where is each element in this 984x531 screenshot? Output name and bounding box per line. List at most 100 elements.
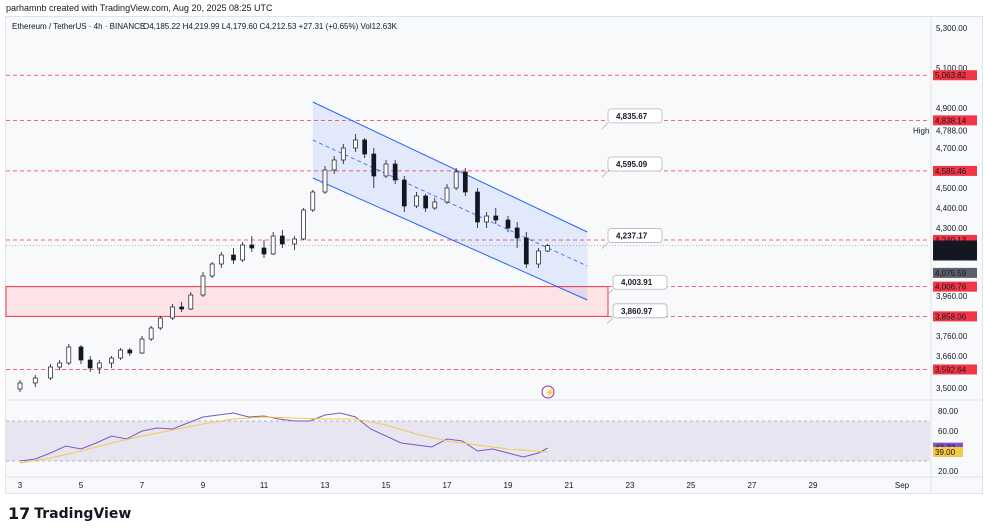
annotation-box	[607, 156, 663, 172]
candle-body	[139, 338, 145, 354]
resistance-price-tag	[933, 234, 977, 245]
candle-body	[301, 209, 306, 240]
candle-body	[292, 238, 297, 245]
annotation-label: 4,237.17	[616, 232, 648, 241]
annotation-box	[607, 108, 663, 124]
chart-canvas[interactable]: Ethereum / TetherUS · 4h · BINANCEO4,185…	[0, 0, 984, 496]
candle-body	[57, 362, 63, 368]
time-tick-label: 29	[809, 481, 818, 490]
candle-body	[331, 159, 337, 171]
candle-body	[423, 195, 428, 209]
candle-body	[32, 377, 38, 384]
annotation-pointer	[601, 122, 609, 130]
candle-body	[66, 346, 72, 364]
annotation-label: 4,835.67	[616, 112, 648, 121]
candle-body	[261, 247, 267, 255]
candle-body	[148, 327, 154, 340]
resistance-price-label: 3,858.06	[935, 312, 967, 321]
time-tick-label: 11	[260, 481, 269, 490]
candle-body	[118, 349, 124, 359]
resistance-price-label: 4,838.14	[935, 116, 967, 125]
candle-body	[127, 349, 133, 354]
channel-upper-line	[312, 101, 588, 233]
tradingview-wordmark: TradingView	[34, 505, 132, 522]
resistance-price-tag	[933, 281, 977, 292]
annotation-pointer	[601, 242, 609, 249]
price-tick-label: 4,400.00	[936, 204, 968, 213]
rsi-band	[6, 421, 930, 461]
annotation-label: 4,003.91	[621, 278, 653, 287]
price-tick-label: 4,700.00	[936, 144, 968, 153]
candle-body	[462, 171, 468, 193]
rsi-ma-label: 39.00	[935, 448, 956, 457]
price-tick-label: 3,960.00	[936, 292, 968, 301]
candle-body	[340, 147, 346, 161]
footer: 𝟭𝟳 TradingView	[0, 496, 984, 531]
candle-body	[200, 275, 206, 296]
candle-body	[109, 357, 114, 364]
candle-body	[231, 254, 236, 261]
low-price-label: 4,075.59	[935, 269, 967, 278]
candle-body	[392, 163, 398, 181]
candle-body	[170, 306, 175, 319]
candle-body	[270, 235, 276, 255]
candle-body	[414, 195, 419, 207]
candle-body	[453, 171, 459, 189]
low-price-tag	[933, 267, 977, 278]
candle-body	[401, 179, 407, 207]
candle-body	[362, 139, 367, 155]
flash-icon	[541, 385, 555, 399]
candle-body	[353, 139, 358, 149]
time-tick-label: 15	[382, 481, 391, 490]
resistance-price-tag	[933, 165, 977, 176]
candle-body	[444, 187, 450, 203]
price-tick-label: 4,900.00	[936, 104, 968, 113]
candle-body	[371, 153, 377, 177]
candle-body	[432, 201, 438, 209]
time-tick-label: 19	[504, 481, 513, 490]
annotation-label: 3,860.97	[621, 307, 653, 316]
resistance-price-tag	[933, 311, 977, 322]
resistance-price-label: 4,006.76	[935, 283, 967, 292]
candle-body	[484, 215, 489, 223]
candle-body	[279, 235, 285, 245]
current-price-label: 4,212.53	[935, 241, 967, 250]
price-tick-label: 4,788.00	[936, 126, 968, 135]
resistance-price-label: 5,063.82	[935, 71, 967, 80]
rsi-ma-tag	[933, 447, 963, 457]
chart-frame[interactable]	[5, 16, 983, 494]
high-label: High	[913, 126, 929, 135]
time-tick-label: 21	[565, 481, 574, 490]
annotation-box	[607, 228, 663, 243]
tradingview-mark-icon: 𝟭𝟳	[8, 504, 31, 523]
time-tick-label: 17	[443, 481, 452, 490]
time-tick-label: 13	[321, 481, 330, 490]
annotation-box	[612, 274, 668, 290]
rsi-ma-line	[19, 416, 548, 464]
candle-body	[514, 227, 520, 239]
resistance-price-label: 4,585.46	[935, 167, 967, 176]
candle-body	[188, 294, 194, 310]
rsi-line	[19, 412, 548, 462]
countdown-label: 03:34:16	[935, 250, 967, 259]
demand-zone	[5, 286, 609, 317]
resistance-price-tag	[933, 364, 977, 375]
candle-body	[475, 191, 480, 223]
price-tick-label: 3,500.00	[936, 384, 968, 393]
legend-symbol: Ethereum / TetherUS · 4h · BINANCE	[12, 22, 145, 31]
annotation-label: 4,595.09	[616, 160, 648, 169]
candle-body	[240, 244, 245, 261]
price-tick-label: 5,100.00	[936, 64, 968, 73]
candle-body	[493, 215, 499, 221]
candle-body	[157, 317, 163, 329]
candle-body	[218, 254, 224, 265]
annotation-pointer	[606, 317, 614, 325]
price-tick-label: 3,760.00	[936, 332, 968, 341]
time-tick-label: 27	[748, 481, 757, 490]
tradingview-logo[interactable]: 𝟭𝟳 TradingView	[8, 504, 131, 523]
time-tick-label: 9	[201, 481, 206, 490]
time-tick-label: 3	[18, 481, 23, 490]
candle-body	[249, 244, 255, 249]
resistance-price-label: 3,592.64	[935, 365, 967, 374]
candle-body	[48, 366, 53, 379]
